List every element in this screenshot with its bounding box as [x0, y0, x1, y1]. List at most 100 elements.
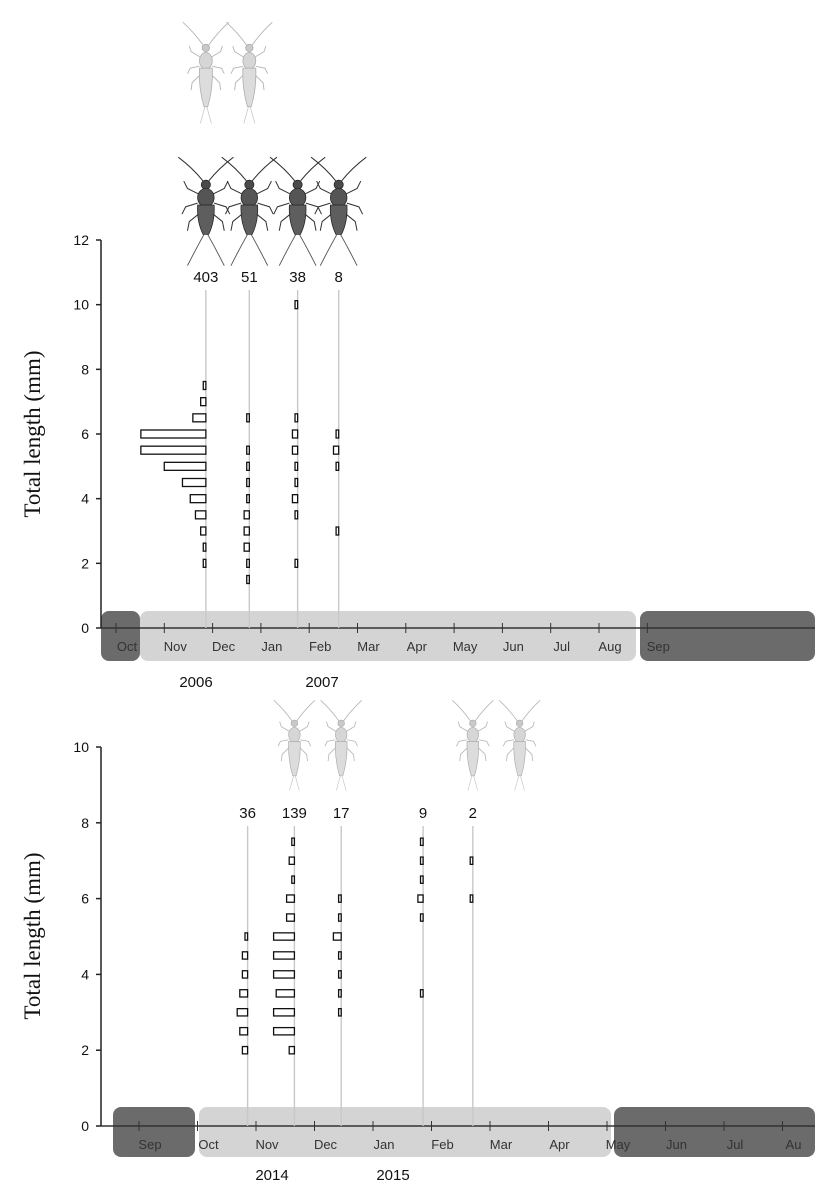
histogram-bar: [337, 913, 342, 922]
chart-panel-2: 0 2 4 6 8 10 Sep Oct Nov Dec Jan Feb Mar Apr May Jun Jul…: [20, 699, 815, 1184]
season-band-dark: [640, 611, 815, 661]
y-tick-label: 6: [81, 891, 89, 907]
histogram-bar: [294, 477, 299, 488]
month-label: Jun: [666, 1137, 687, 1152]
sample-count-label: 17: [333, 805, 350, 822]
month-label: Jun: [503, 639, 524, 654]
histogram-bar: [337, 989, 342, 998]
histogram-bar: [246, 461, 250, 471]
y-tick-label: 10: [73, 739, 89, 755]
pale-larva-icon: [273, 699, 316, 791]
histogram-bar: [243, 510, 250, 520]
year-label: 2015: [376, 1167, 409, 1184]
histogram-bar: [246, 445, 250, 455]
histogram-bar: [246, 494, 250, 504]
histogram-bar: [246, 477, 250, 488]
histogram-bar: [272, 970, 296, 979]
month-label: Dec: [212, 639, 236, 654]
month-label: May: [453, 639, 478, 654]
y-tick-label: 8: [81, 361, 89, 377]
histogram-bar: [192, 413, 207, 423]
y-tick-label: 0: [81, 620, 89, 636]
dark-larva-icon: [177, 156, 234, 267]
histogram-bar: [335, 429, 340, 439]
histogram-bar: [244, 932, 249, 941]
month-label: Nov: [164, 639, 188, 654]
season-band-dark: [614, 1107, 815, 1157]
histogram-bar: [246, 574, 250, 585]
y-axis-label: Total length (mm): [20, 852, 45, 1019]
sample-count-label: 9: [419, 805, 427, 822]
pale-larva-icon: [451, 699, 494, 791]
month-label: Mar: [490, 1137, 513, 1152]
histogram-bar: [243, 542, 250, 552]
y-tick-label: 4: [81, 491, 89, 507]
histogram-bar: [189, 494, 207, 504]
sample-count-label: 403: [193, 269, 218, 286]
month-label: Dec: [314, 1137, 338, 1152]
y-tick-label: 6: [81, 426, 89, 442]
histogram-bar: [285, 894, 296, 903]
histogram-bar: [272, 1008, 296, 1017]
chart-panel-1: 0 2 4 6 8 10 12 Oct Nov Dec Jan Feb Mar Apr May Jun Jul A…: [20, 21, 815, 691]
dark-larva-icon: [221, 156, 278, 267]
histogram-bar: [241, 970, 249, 979]
y-tick-label: 8: [81, 815, 89, 831]
month-label: Oct: [198, 1137, 219, 1152]
histogram-bar: [272, 932, 296, 941]
month-label: Jan: [374, 1137, 395, 1152]
season-band-dark: [101, 611, 140, 661]
histogram-bar: [337, 1008, 342, 1017]
y-tick-label: 2: [81, 1042, 89, 1058]
histogram-bar: [294, 558, 299, 568]
histogram-bar: [337, 894, 342, 903]
month-label: Aug: [598, 639, 621, 654]
histogram-bar: [291, 494, 299, 504]
histogram-bar: [246, 413, 250, 423]
histogram-bar: [200, 397, 207, 407]
histogram-bar: [419, 989, 424, 998]
month-label: Jul: [553, 639, 570, 654]
histogram-bar: [294, 300, 299, 310]
histogram-bar: [294, 413, 299, 423]
histogram-bar: [419, 856, 424, 865]
histogram-bar: [243, 526, 250, 536]
pale-larva-icon: [225, 21, 273, 124]
year-label: 2007: [305, 674, 338, 691]
histogram-bar: [246, 558, 250, 568]
histogram-bar: [288, 1045, 296, 1055]
histogram-bar: [140, 429, 207, 439]
histogram-bar: [294, 510, 299, 520]
histogram-bar: [335, 526, 340, 536]
sample-count-label: 51: [241, 269, 258, 286]
month-label: Nov: [255, 1137, 279, 1152]
sample-count-label: 8: [335, 269, 343, 286]
month-label: Oct: [117, 639, 138, 654]
histogram-bar: [272, 1026, 296, 1036]
histogram-bar: [469, 894, 474, 903]
y-axis-label: Total length (mm): [20, 350, 45, 517]
histogram-bar: [236, 1008, 249, 1017]
month-label: Feb: [431, 1137, 453, 1152]
histogram-bar: [288, 856, 296, 865]
histogram-bar: [419, 875, 424, 884]
month-label: Au: [786, 1137, 802, 1152]
month-label: Mar: [357, 639, 380, 654]
month-label: Sep: [138, 1137, 161, 1152]
sample-count-label: 139: [282, 805, 307, 822]
histogram-bar: [285, 913, 296, 922]
month-label: Jan: [261, 639, 282, 654]
histogram-bar: [275, 989, 296, 998]
year-label: 2006: [179, 674, 212, 691]
histogram-bar: [140, 445, 207, 455]
y-tick-label: 0: [81, 1118, 89, 1134]
histogram-bar: [294, 461, 299, 471]
histogram-bar: [332, 932, 342, 941]
histogram-bar: [202, 558, 207, 568]
histogram-bar: [241, 1045, 249, 1055]
histogram-bar: [181, 477, 207, 488]
month-label: Apr: [407, 639, 428, 654]
histogram-bar: [202, 542, 207, 552]
sample-count-label: 36: [239, 805, 256, 822]
